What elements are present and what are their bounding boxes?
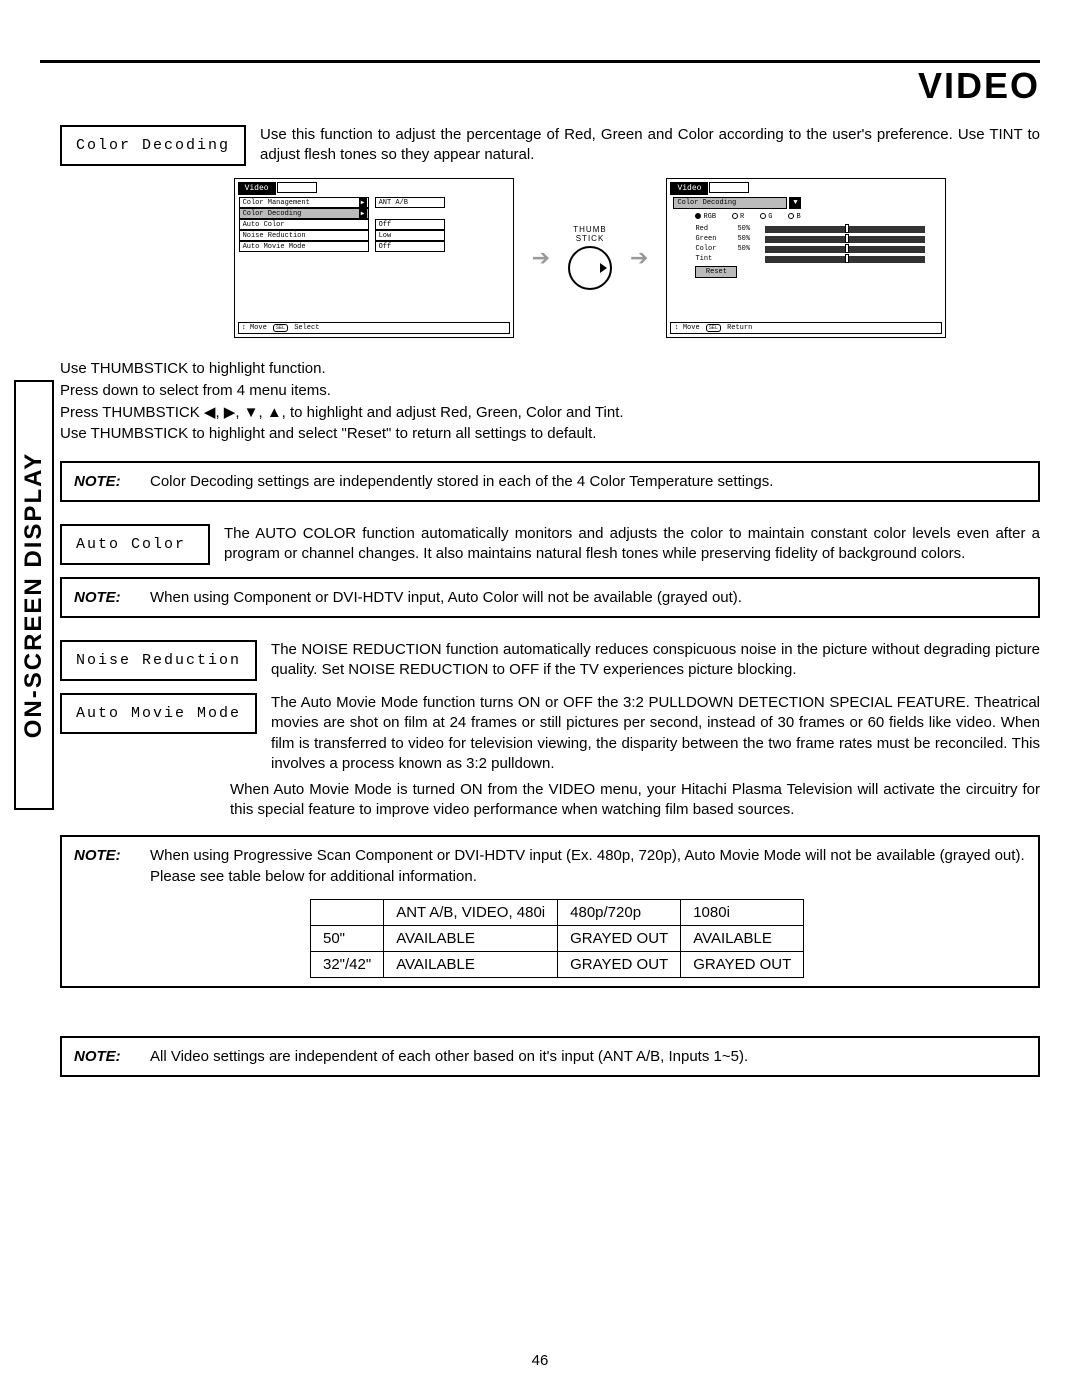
noise-reduction-label: Noise Reduction (60, 640, 257, 681)
availability-table: ANT A/B, VIDEO, 480i 480p/720p 1080i 50"… (310, 899, 804, 978)
osd-radio[interactable]: RGB (695, 213, 716, 221)
osd-radio[interactable]: R (732, 213, 744, 221)
auto-movie-desc: The Auto Movie Mode function turns ON or… (271, 693, 1040, 774)
osd-menu-item[interactable]: Auto Color (239, 219, 369, 230)
sidebar-tab: ON-SCREEN DISPLAY (14, 380, 54, 810)
table-row: ANT A/B, VIDEO, 480i 480p/720p 1080i (311, 899, 804, 925)
osd-menu-item[interactable]: Noise Reduction (239, 230, 369, 241)
noise-reduction-desc: The NOISE REDUCTION function automatical… (271, 640, 1040, 681)
auto-movie-label: Auto Movie Mode (60, 693, 257, 734)
osd-reset-button[interactable]: Reset (695, 266, 737, 278)
header-rule (40, 60, 1040, 63)
note-box: NOTE: All Video settings are independent… (60, 1036, 1040, 1077)
osd-slider[interactable]: Color50% (695, 245, 925, 253)
osd-dropdown[interactable]: Color Decoding (673, 197, 787, 209)
note-text: When using Component or DVI-HDTV input, … (150, 587, 742, 608)
instruction-line: Use THUMBSTICK to highlight function. (60, 358, 1040, 380)
table-row: 32"/42" AVAILABLE GRAYED OUT GRAYED OUT (311, 951, 804, 977)
osd-slider[interactable]: Green50% (695, 235, 925, 243)
arrow-right-icon: ➔ (630, 245, 648, 271)
osd-tab-video: Video (238, 182, 276, 195)
note-label: NOTE: (74, 845, 150, 978)
osd-value: Low (375, 230, 445, 241)
osd-slider[interactable]: Tint (695, 255, 925, 263)
auto-color-label: Auto Color (60, 524, 210, 565)
auto-movie-desc-2: When Auto Movie Mode is turned ON from t… (230, 780, 1040, 821)
note-box: NOTE: Color Decoding settings are indepe… (60, 461, 1040, 502)
note-box: NOTE: When using Progressive Scan Compon… (60, 835, 1040, 988)
osd-footer: ↕ Move SEL Return (670, 322, 942, 334)
osd-tab-stub (709, 182, 749, 193)
chevron-down-icon[interactable]: ▼ (789, 197, 801, 209)
osd-slider[interactable]: Red50% (695, 225, 925, 233)
page-title: VIDEO (40, 65, 1040, 107)
osd-radio-row: RGB R G B (695, 213, 925, 221)
osd-menu-item[interactable]: Auto Movie Mode (239, 241, 369, 252)
osd-radio[interactable]: B (788, 213, 800, 221)
note-text: All Video settings are independent of ea… (150, 1046, 748, 1067)
note-label: NOTE: (74, 471, 150, 492)
instruction-line: Use THUMBSTICK to highlight and select "… (60, 423, 1040, 445)
thumbstick-icon: THUMB STICK (568, 226, 612, 290)
osd-footer: ↕ Move SEL Select (238, 322, 510, 334)
note-box: NOTE: When using Component or DVI-HDTV i… (60, 577, 1040, 618)
color-decoding-label: Color Decoding (60, 125, 246, 166)
note-label: NOTE: (74, 1046, 150, 1067)
osd-menu-item[interactable]: Color Decoding▶ (239, 208, 369, 219)
instruction-line: Press THUMBSTICK ◀, ▶, ▼, ▲, to highligh… (60, 402, 1040, 424)
chevron-right-icon: ▶ (359, 198, 367, 207)
instruction-line: Press down to select from 4 menu items. (60, 380, 1040, 402)
osd-illustration-row: Video Color Management▶ Color Decoding▶ … (140, 178, 1040, 338)
color-decoding-desc: Use this function to adjust the percenta… (260, 125, 1040, 166)
osd-tab-stub (277, 182, 317, 193)
osd-panel-color-decoding: Video Color Decoding ▼ RGB R G B Red50% … (666, 178, 946, 338)
auto-color-desc: The AUTO COLOR function automatically mo… (224, 524, 1040, 565)
instructions-block: Use THUMBSTICK to highlight function. Pr… (60, 358, 1040, 445)
osd-value: ANT A/B (375, 197, 445, 208)
osd-value: Off (375, 241, 445, 252)
osd-menu-item[interactable]: Color Management▶ (239, 197, 369, 208)
osd-tab-video: Video (670, 182, 708, 195)
arrow-right-icon: ➔ (532, 245, 550, 271)
table-row: 50" AVAILABLE GRAYED OUT AVAILABLE (311, 925, 804, 951)
osd-radio[interactable]: G (760, 213, 772, 221)
chevron-right-icon: ▶ (359, 209, 367, 218)
osd-value: Off (375, 219, 445, 230)
note-text: When using Progressive Scan Component or… (150, 845, 1026, 887)
note-label: NOTE: (74, 587, 150, 608)
osd-panel-video-menu: Video Color Management▶ Color Decoding▶ … (234, 178, 514, 338)
note-text: Color Decoding settings are independentl… (150, 471, 773, 492)
page-number: 46 (0, 1352, 1080, 1369)
